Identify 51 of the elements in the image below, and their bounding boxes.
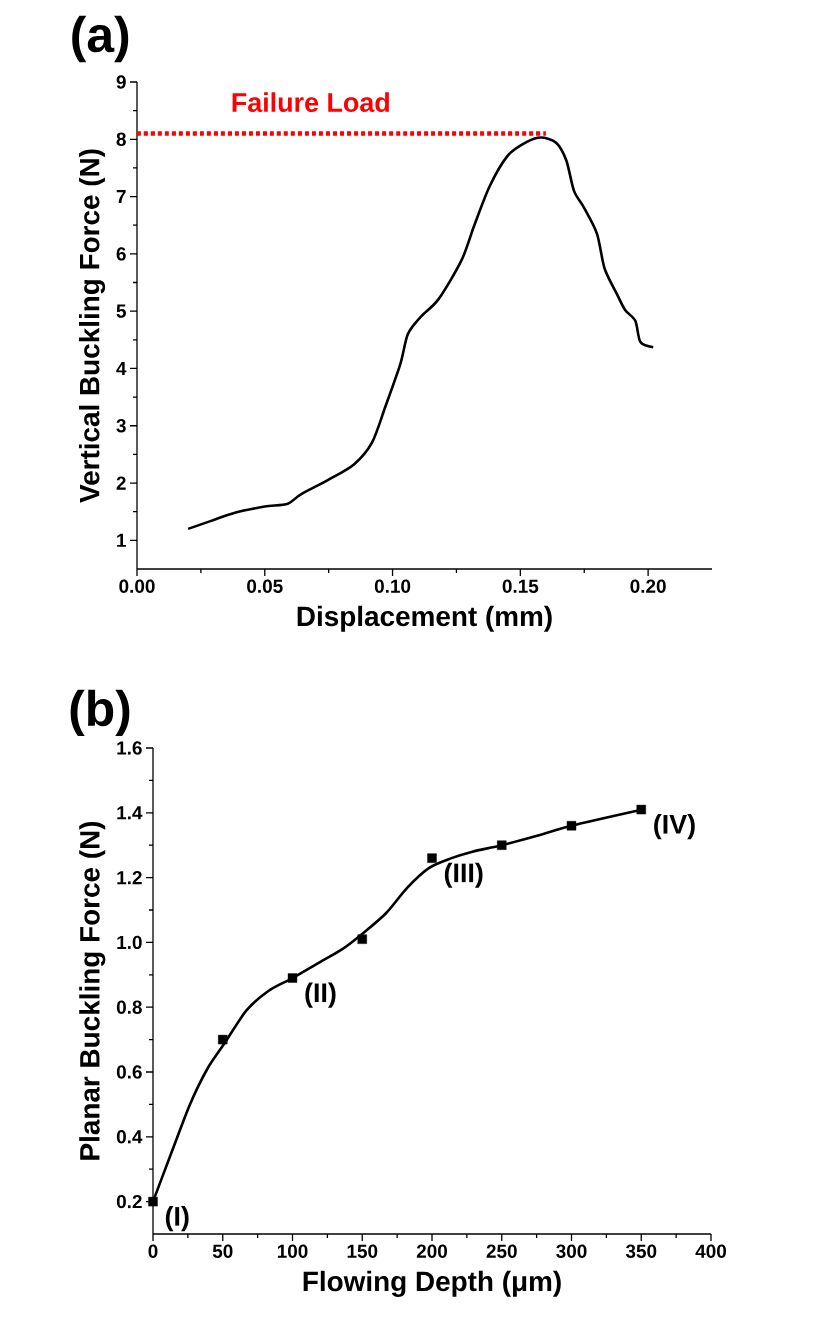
y-tick-label: 0.2 (116, 1194, 142, 1209)
y-tick-label: 3 (116, 419, 126, 433)
chart-title: (a) (72, 15, 129, 63)
x-tick-label: 250 (486, 1244, 517, 1258)
annotation: (I) (165, 1206, 189, 1232)
y-tick-label: 6 (116, 247, 126, 261)
y-tick-label: 1.4 (117, 806, 143, 820)
y-tick-label: 1.0 (117, 935, 142, 950)
y-tick-label: 8 (116, 132, 126, 146)
x-tick-label: 0.20 (630, 579, 666, 593)
y-axis-title: Planar Buckling Force (N) (79, 821, 106, 1160)
point (287, 973, 298, 983)
y-tick-label: 4 (116, 361, 127, 375)
point (427, 853, 437, 863)
x-tick-label: 300 (556, 1244, 587, 1258)
x-tick-label: 350 (625, 1244, 657, 1258)
x-tick-label: 400 (695, 1244, 727, 1258)
x-tick-label: 150 (347, 1244, 378, 1258)
point (566, 821, 577, 831)
x-axis-title: Displacement (mm) (297, 605, 552, 632)
x-tick-label: 50 (212, 1244, 233, 1258)
x-tick-label: 0.00 (119, 579, 155, 593)
x-tick-label: 0.10 (374, 579, 411, 593)
x-axis-title: Flowing Depth (μm) (303, 1270, 561, 1297)
y-tick-label: 1 (117, 533, 126, 547)
y-tick-label: 5 (116, 304, 126, 318)
x-tick-label: 0 (148, 1244, 158, 1258)
y-tick-label: 0.8 (116, 1000, 142, 1014)
series-label: Failure Load (232, 92, 389, 113)
y-tick-label: 9 (116, 75, 126, 89)
x-tick-label: 100 (277, 1244, 308, 1258)
chart-title: (b) (70, 689, 130, 737)
point (636, 804, 646, 815)
y-tick-label: 1.2 (117, 870, 142, 885)
annotation: (III) (444, 862, 483, 888)
x-tick-label: 0.05 (247, 579, 283, 593)
y-tick-label: 0.6 (116, 1065, 142, 1079)
point (497, 840, 507, 850)
y-tick-label: 1.6 (117, 741, 142, 755)
point (357, 934, 367, 944)
annotation: (IV) (654, 814, 695, 840)
annotation: (II) (305, 982, 336, 1008)
point (148, 1196, 158, 1207)
line-series (186, 136, 655, 531)
x-tick-label: 200 (416, 1244, 448, 1258)
y-tick-label: 0.4 (116, 1130, 143, 1144)
y-tick-label: 7 (116, 190, 126, 204)
y-axis-title: Vertical Buckling Force (N) (79, 149, 106, 503)
x-tick-label: 0.15 (502, 579, 539, 593)
point (218, 1034, 228, 1045)
y-tick-label: 2 (116, 476, 126, 490)
